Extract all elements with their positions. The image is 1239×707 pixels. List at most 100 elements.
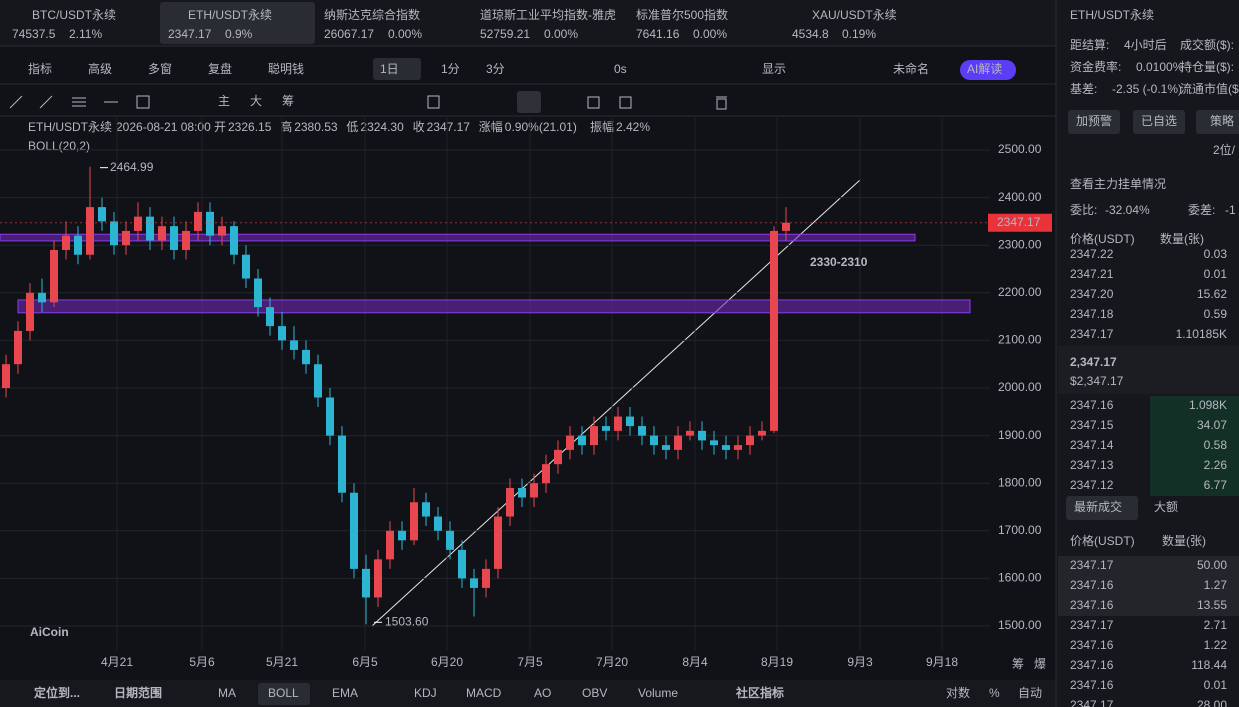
candle-body bbox=[434, 516, 442, 531]
toolbar-item[interactable]: 复盘 bbox=[208, 61, 232, 76]
corner-button[interactable]: 筹 bbox=[1012, 657, 1024, 671]
ai-button bbox=[960, 60, 1016, 80]
candle-body bbox=[686, 430, 694, 436]
tab-name[interactable]: 道琼斯工业平均指数-雅虎 bbox=[480, 7, 616, 22]
logo: AiCoin bbox=[30, 625, 69, 639]
bottom-item[interactable]: BOLL bbox=[268, 686, 299, 700]
toolbar-item[interactable]: 0s bbox=[614, 62, 627, 76]
bottom-item[interactable]: 自动 bbox=[1018, 686, 1042, 700]
draw-tool[interactable]: 筹 bbox=[282, 94, 294, 108]
toolbar-item[interactable]: 聪明钱 bbox=[268, 61, 304, 76]
trade-price: 2347.16 bbox=[1070, 638, 1114, 652]
bottom-item[interactable]: MACD bbox=[466, 686, 502, 700]
candle-body bbox=[530, 483, 538, 498]
toolbar-item[interactable]: AI解读 bbox=[967, 62, 1002, 76]
depth-link[interactable]: 查看主力挂单情况 bbox=[1070, 177, 1166, 191]
bid-depth bbox=[1150, 476, 1239, 496]
tab-name[interactable]: 纳斯达克综合指数 bbox=[324, 7, 420, 22]
trade-tab[interactable]: 最新成交 bbox=[1074, 499, 1122, 514]
info-value: 2324.30 bbox=[360, 120, 404, 134]
candle-body bbox=[506, 487, 514, 517]
trade-qty: 13.55 bbox=[1197, 598, 1227, 612]
candle-body bbox=[266, 307, 274, 327]
y-tick-label: 1800.00 bbox=[998, 475, 1042, 489]
tab-name[interactable]: XAU/USDT永续 bbox=[812, 8, 897, 22]
stat-label: 资金费率: bbox=[1070, 59, 1121, 74]
bottom-item[interactable]: % bbox=[989, 686, 1000, 700]
x-tick-label: 5月21 bbox=[266, 655, 298, 669]
candle-body bbox=[122, 230, 130, 246]
draw-tool[interactable]: 大 bbox=[250, 94, 262, 108]
bottom-item[interactable]: OBV bbox=[582, 686, 607, 700]
bid-qty: 0.58 bbox=[1204, 438, 1228, 452]
bottom-item[interactable]: 对数 bbox=[946, 685, 970, 700]
ask-qty: 0.59 bbox=[1204, 307, 1228, 321]
bottom-item[interactable]: EMA bbox=[332, 686, 358, 700]
toolbar-item[interactable]: 多窗 bbox=[148, 62, 172, 76]
candle-body bbox=[458, 549, 466, 579]
tab-change: 2.11% bbox=[69, 27, 102, 41]
trade-tab[interactable]: 大额 bbox=[1154, 500, 1178, 514]
info-symbol: ETH/USDT永续 bbox=[28, 120, 112, 134]
last-price-tag bbox=[988, 213, 1052, 232]
stat-label: 基差: bbox=[1070, 82, 1097, 96]
info-value: 2.42% bbox=[616, 120, 650, 134]
tab-name[interactable]: BTC/USDT永续 bbox=[32, 8, 116, 22]
candle-body bbox=[374, 559, 382, 598]
draw-tool[interactable]: 主 bbox=[218, 94, 230, 108]
bottom-item[interactable]: MA bbox=[218, 686, 236, 700]
period-select bbox=[373, 58, 421, 80]
ask-qty: 0.01 bbox=[1204, 267, 1228, 281]
panel-button[interactable]: 加预警 bbox=[1076, 113, 1112, 128]
active-indicator bbox=[258, 683, 310, 705]
candle-body bbox=[746, 435, 754, 446]
panel-button[interactable]: 策略 bbox=[1210, 113, 1234, 128]
stat-label: 持仓量($): bbox=[1180, 59, 1234, 74]
bottom-item[interactable]: 定位到... bbox=[34, 685, 80, 700]
trade-highlight bbox=[1058, 576, 1239, 596]
panel-button[interactable]: 已自选 bbox=[1141, 114, 1177, 128]
panel-title: ETH/USDT永续 bbox=[1070, 8, 1154, 22]
candle-body bbox=[254, 278, 262, 308]
tab-price: 7641.16 bbox=[636, 27, 680, 41]
bottom-item[interactable]: Volume bbox=[638, 686, 678, 700]
x-tick-label: 4月21 bbox=[101, 655, 133, 669]
bid-price: 2347.14 bbox=[1070, 438, 1114, 452]
toolbar-item[interactable]: 指标 bbox=[28, 61, 52, 76]
stat-value: 4小时后 bbox=[1124, 38, 1167, 52]
bottom-item[interactable]: 日期范围 bbox=[114, 685, 162, 700]
toolbar-item[interactable]: 3分 bbox=[486, 62, 505, 76]
bottom-item[interactable]: KDJ bbox=[414, 686, 437, 700]
candle-body bbox=[638, 426, 646, 436]
toolbar-item[interactable]: 高级 bbox=[88, 61, 112, 76]
candle-body bbox=[410, 502, 418, 541]
bid-price: 2347.12 bbox=[1070, 478, 1114, 492]
x-tick-label: 8月4 bbox=[682, 655, 708, 669]
candle-body bbox=[674, 435, 682, 450]
x-tick-label: 6月20 bbox=[431, 655, 463, 669]
candle-body bbox=[194, 211, 202, 231]
candle-body bbox=[98, 207, 106, 222]
button-bg bbox=[1068, 110, 1120, 134]
toolbar-item[interactable]: 显示 bbox=[762, 62, 786, 76]
toolbar-item[interactable]: 1日 bbox=[380, 62, 399, 76]
tab-name[interactable]: ETH/USDT永续 bbox=[188, 8, 272, 22]
active-tab bbox=[160, 2, 315, 44]
bottom-item[interactable]: AO bbox=[534, 686, 551, 700]
toolbar-item[interactable]: 未命名 bbox=[893, 61, 929, 76]
corner-button[interactable]: 爆 bbox=[1034, 657, 1046, 671]
candle-body bbox=[782, 222, 790, 231]
tab-name[interactable]: 标准普尔500指数 bbox=[636, 7, 728, 22]
info-value: 2347.17 bbox=[427, 120, 471, 134]
candle-body bbox=[14, 330, 22, 365]
tab-change: 0.19% bbox=[842, 27, 876, 41]
trade-price: 2347.17 bbox=[1070, 618, 1114, 632]
ratio-label: 委比: bbox=[1070, 203, 1097, 217]
ask-qty: 15.62 bbox=[1197, 287, 1227, 301]
toolbar-item[interactable]: 1分 bbox=[441, 62, 460, 76]
bottom-item[interactable]: 社区指标 bbox=[735, 685, 784, 700]
trade-price: 2347.17 bbox=[1070, 698, 1114, 707]
info-label: 开 bbox=[214, 120, 226, 134]
candle-body bbox=[26, 292, 34, 331]
x-tick-label: 9月18 bbox=[926, 655, 958, 669]
